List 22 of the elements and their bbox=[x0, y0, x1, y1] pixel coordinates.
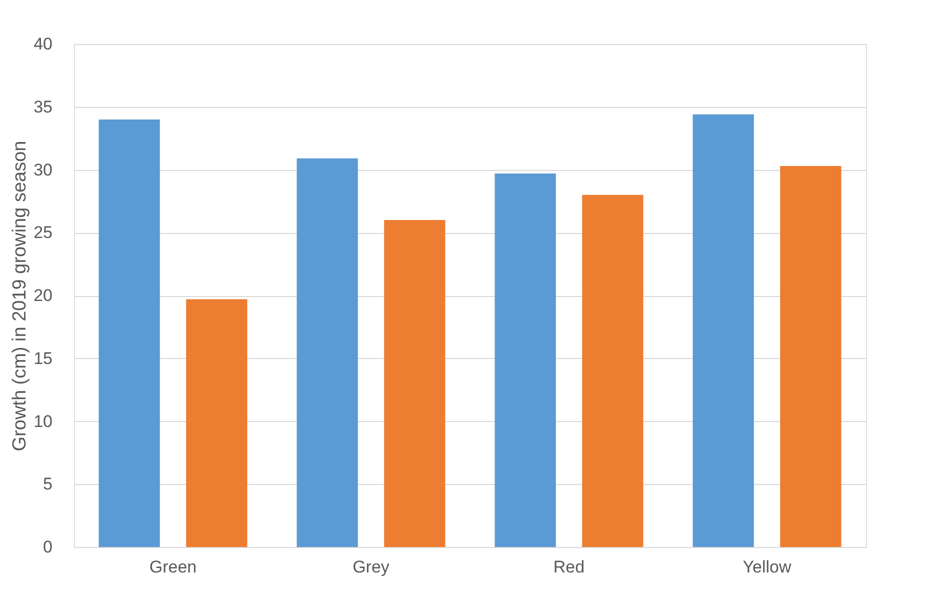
bar bbox=[780, 166, 842, 547]
bar bbox=[384, 220, 446, 547]
y-axis-title: Growth (cm) in 2019 growing season bbox=[10, 140, 31, 452]
y-tick-label: 5 bbox=[43, 474, 52, 494]
bar bbox=[186, 299, 248, 547]
x-tick-label: Yellow bbox=[742, 558, 792, 576]
x-tick-label: Grey bbox=[352, 558, 390, 576]
y-tick-label: 20 bbox=[34, 286, 52, 305]
y-tick-label: 10 bbox=[34, 412, 52, 431]
bar bbox=[692, 114, 754, 547]
x-tick-label: Red bbox=[553, 558, 585, 576]
bar bbox=[494, 174, 556, 547]
x-tick-label: Green bbox=[149, 558, 197, 576]
y-tick-label: 15 bbox=[34, 348, 52, 368]
y-tick-label: 0 bbox=[43, 538, 52, 556]
y-tick-label: 30 bbox=[34, 160, 52, 180]
bar bbox=[296, 158, 358, 547]
bar bbox=[582, 194, 644, 547]
bar bbox=[98, 119, 160, 547]
y-tick-label: 25 bbox=[34, 223, 52, 242]
y-tick-label: 40 bbox=[34, 34, 52, 54]
y-tick-label: 35 bbox=[34, 97, 52, 116]
